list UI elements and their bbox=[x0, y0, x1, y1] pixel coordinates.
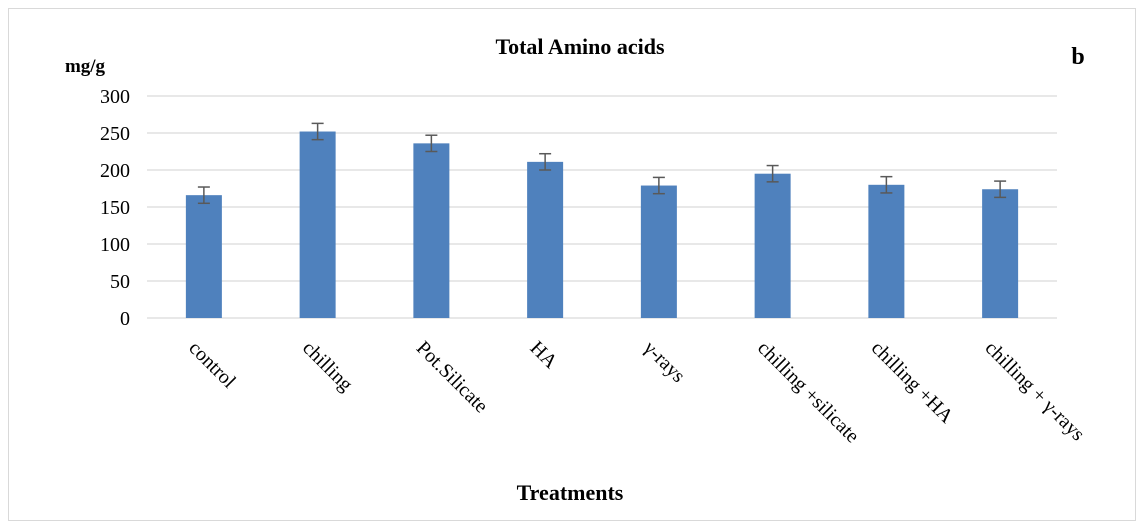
x-tick-labels: control chilling Pot.Silicate HA γ-rays chill… bbox=[184, 336, 1089, 447]
x-tick-label: chilling +silicate bbox=[753, 337, 863, 447]
y-tick-label: 200 bbox=[100, 160, 130, 182]
bar bbox=[982, 189, 1019, 318]
bar bbox=[413, 143, 450, 318]
x-tick-label: chilling + γ-rays bbox=[981, 337, 1089, 445]
y-tick-labels: 0 50 100 150 200 250 300 bbox=[100, 86, 130, 330]
bar bbox=[868, 184, 905, 318]
error-bar bbox=[311, 122, 324, 141]
error-bar bbox=[652, 176, 665, 195]
bar bbox=[299, 131, 336, 318]
error-bar bbox=[539, 152, 552, 171]
y-tick-label: 250 bbox=[100, 123, 130, 145]
x-tick-label: Pot.Silicate bbox=[412, 337, 492, 417]
chart-title: Total Amino acids bbox=[495, 34, 665, 59]
gridlines bbox=[147, 95, 1057, 319]
error-bar bbox=[766, 164, 779, 183]
error-bar bbox=[197, 186, 210, 205]
x-axis-label: Treatments bbox=[517, 480, 624, 505]
x-tick-label: control bbox=[184, 337, 240, 393]
error-bars bbox=[197, 122, 1007, 205]
x-tick-label: chilling +HA bbox=[867, 337, 958, 428]
y-tick-label: 100 bbox=[100, 234, 130, 256]
bar bbox=[185, 195, 222, 318]
y-axis-label: mg/g bbox=[65, 56, 106, 77]
x-tick-label: HA bbox=[526, 337, 562, 373]
error-bar bbox=[425, 134, 438, 153]
x-tick-label: chilling bbox=[298, 337, 357, 396]
bars bbox=[185, 131, 1019, 318]
y-tick-label: 150 bbox=[100, 197, 130, 219]
y-tick-label: 50 bbox=[110, 271, 130, 293]
y-tick-label: 300 bbox=[100, 86, 130, 108]
panel-label: b bbox=[1071, 44, 1084, 70]
error-bar bbox=[994, 180, 1007, 199]
y-tick-label: 0 bbox=[120, 308, 130, 330]
bar bbox=[640, 185, 677, 318]
x-tick-label: γ-rays bbox=[639, 336, 690, 387]
error-bar bbox=[880, 175, 893, 194]
bar bbox=[527, 161, 564, 318]
bar bbox=[754, 173, 791, 318]
